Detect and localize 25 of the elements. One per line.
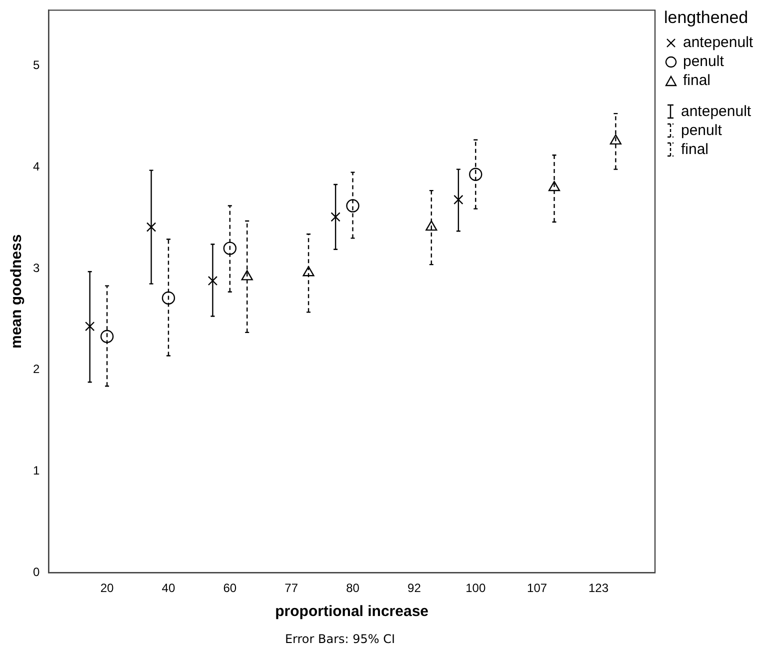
text: final [683,72,711,89]
text: antepenult [683,34,754,51]
x-tick-label: 77 [284,581,298,596]
x-tick-label: 60 [223,581,237,596]
y-tick-label: 2 [32,362,40,376]
x-axis-title: proportional increase [275,603,429,620]
text: penult [683,53,724,70]
y-tick-label: 3 [32,260,40,275]
x-tick-label: 100 [466,581,486,596]
legend-label: penult [681,121,722,140]
legend-label: antepenult [681,102,752,121]
y-tick-label: 1 [32,464,40,478]
legend-title: lengthened [664,8,750,27]
y-tick-label: 5 [32,58,40,72]
y-axis-title: mean goodness [8,234,26,348]
x-tick-label: 123 [588,581,609,596]
text: Error Bars: 95% CI [284,632,396,646]
x-tick-label: 20 [100,581,114,596]
x-tick-label: 107 [527,581,548,596]
y-tick-label: 4 [32,160,40,174]
y-tick-label: 0 [32,564,40,579]
x-tick-label: 40 [162,581,176,596]
x-tick-label: 92 [408,581,422,596]
legend-label: final [681,140,709,159]
x-tick-label: 80 [346,581,360,596]
